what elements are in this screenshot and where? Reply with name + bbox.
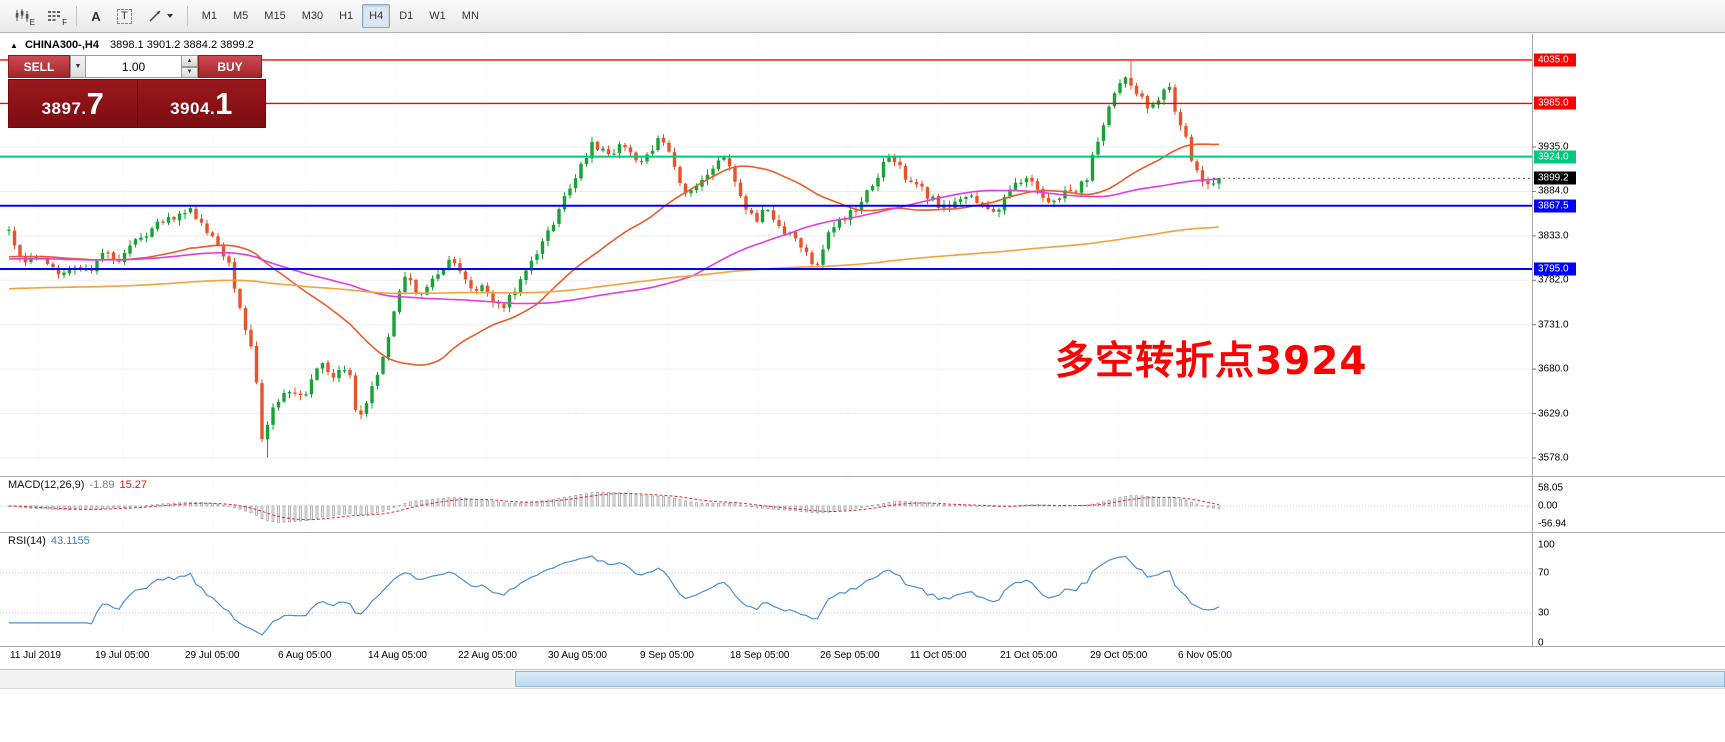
timeframe-m1[interactable]: M1 — [195, 4, 224, 28]
timeframe-m15[interactable]: M15 — [257, 4, 292, 28]
chart-annotation-text: 多空转折点3924 — [1055, 339, 1368, 384]
volume-dropdown-button[interactable]: ▼ — [70, 55, 86, 78]
macd-value: -1.89 — [89, 479, 115, 491]
timeframe-mn[interactable]: MN — [455, 4, 486, 28]
grid-icon — [48, 11, 60, 21]
macd-label: MACD(12,26,9) -1.89 15.27 — [8, 479, 147, 491]
sell-price-pips: 7 — [86, 86, 104, 121]
volume-input[interactable] — [86, 55, 182, 78]
volume-down-button[interactable]: ▼ — [182, 66, 198, 78]
ma-line-slow — [8, 226, 1220, 295]
macd-histogram — [7, 491, 1221, 523]
macd-name: MACD(12,26,9) — [8, 479, 85, 491]
buy-price-pips: 1 — [215, 86, 233, 121]
font-glyph: A — [91, 8, 101, 24]
rsi-line — [9, 555, 1220, 636]
sell-price[interactable]: 3897. 7 — [9, 80, 138, 127]
trade-panel-controls: SELL ▼ ▲ ▼ BUY — [8, 55, 266, 78]
rsi-name: RSI(14) — [8, 535, 46, 547]
toolbar-separator — [76, 6, 77, 26]
toolbar-separator — [186, 6, 188, 26]
timeframe-h4[interactable]: H4 — [362, 4, 391, 28]
hotkey-label: F — [62, 18, 67, 27]
buy-button[interactable]: BUY — [198, 55, 262, 78]
timeframe-group: M1 M5 M15 M30 H1 H4 D1 W1 MN — [194, 4, 487, 28]
sell-price-main: 3897. — [41, 99, 87, 118]
one-click-trade-panel: SELL ▼ ▲ ▼ BUY 3897. 7 3904. 1 — [8, 55, 266, 128]
trade-panel-prices: 3897. 7 3904. 1 — [8, 79, 266, 128]
candlestick-chart-icon — [15, 9, 29, 22]
rsi-label: RSI(14) 43.1155 — [8, 535, 90, 547]
sell-button[interactable]: SELL — [8, 55, 70, 78]
symbol-name: CHINA300-,H4 — [24, 39, 99, 51]
text-glyph: T — [117, 8, 132, 24]
font-icon[interactable]: A — [84, 4, 108, 28]
timeframe-m5[interactable]: M5 — [226, 4, 255, 28]
buy-price-main: 3904. — [170, 99, 216, 118]
ma-line-medium — [8, 178, 1220, 305]
macd-signal-value: 15.27 — [119, 479, 148, 491]
panel-toggle-icon[interactable]: ▲ — [10, 41, 18, 50]
rsi-value: 43.1155 — [50, 535, 90, 547]
trendline-icon — [149, 10, 161, 21]
indicator-grid-icon[interactable]: F — [39, 4, 69, 28]
hotkey-label: E — [29, 18, 35, 27]
text-label-icon[interactable]: T — [110, 4, 139, 28]
line-tools-icon[interactable] — [141, 4, 180, 28]
volume-stepper: ▲ ▼ — [182, 55, 198, 78]
timeframe-w1[interactable]: W1 — [422, 4, 453, 28]
toolbar: E F A T M1 M5 M15 M30 H — [0, 0, 1725, 33]
macd-signal-line — [8, 493, 1220, 521]
timeframe-d1[interactable]: D1 — [392, 4, 420, 28]
timeframe-m30[interactable]: M30 — [295, 4, 330, 28]
horizontal-scrollbar[interactable] — [0, 669, 1725, 689]
timeframe-h1[interactable]: H1 — [332, 4, 360, 28]
buy-price[interactable]: 3904. 1 — [138, 80, 266, 127]
dropdown-caret-icon — [166, 14, 173, 18]
symbol-title: ▲ CHINA300-,H4 3898.1 3901.2 3884.2 3899… — [10, 39, 254, 51]
ohlc-values: 3898.1 3901.2 3884.2 3899.2 — [110, 39, 254, 51]
volume-up-button[interactable]: ▲ — [182, 55, 198, 67]
scrollbar-thumb[interactable] — [515, 671, 1725, 687]
ma-line-fast — [8, 143, 1220, 366]
chart-window-icon[interactable]: E — [7, 4, 37, 28]
